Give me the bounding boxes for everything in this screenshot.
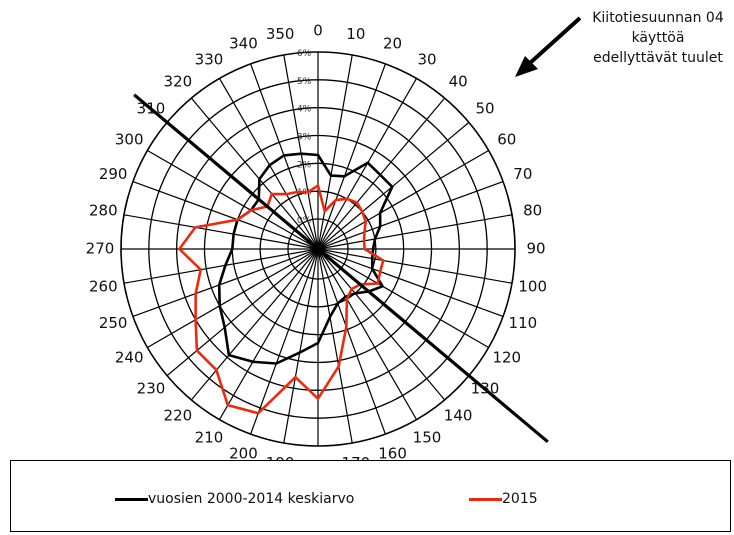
angle-label-30: 30 bbox=[417, 51, 436, 69]
grid-spoke bbox=[317, 248, 446, 401]
grid-spoke bbox=[317, 248, 353, 444]
series-line-2015 bbox=[178, 184, 385, 415]
angle-label-190: 190 bbox=[266, 454, 295, 460]
angle-label-0: 0 bbox=[313, 22, 323, 40]
angle-label-300: 300 bbox=[115, 131, 144, 149]
grid-spoke bbox=[317, 149, 489, 250]
grid-spoke bbox=[218, 78, 319, 250]
runway-line bbox=[133, 93, 549, 444]
angle-label-230: 230 bbox=[137, 380, 166, 398]
grid-spoke bbox=[190, 97, 319, 250]
runway-line-group bbox=[133, 93, 549, 444]
angle-labels: 0102030405060708090100110120130140150160… bbox=[86, 22, 547, 461]
angle-label-50: 50 bbox=[475, 99, 494, 117]
angle-label-320: 320 bbox=[164, 73, 193, 91]
grid-spoke bbox=[317, 248, 504, 317]
grid-spoke bbox=[147, 248, 319, 349]
grid-spoke bbox=[317, 54, 353, 250]
wind-direction-arrow bbox=[515, 16, 582, 77]
angle-label-20: 20 bbox=[383, 35, 402, 53]
angle-label-140: 140 bbox=[444, 406, 473, 424]
angle-label-180: 180 bbox=[304, 458, 333, 461]
grid-spoke bbox=[218, 248, 319, 420]
angle-label-100: 100 bbox=[518, 277, 547, 295]
grid-spoke bbox=[317, 214, 513, 250]
grid-spoke bbox=[283, 54, 319, 250]
angle-label-210: 210 bbox=[195, 428, 224, 446]
grid-spoke bbox=[317, 63, 386, 250]
legend: vuosien 2000-2014 keskiarvo 2015 bbox=[10, 460, 731, 532]
grid-spoke bbox=[250, 248, 319, 435]
angle-label-170: 170 bbox=[342, 454, 371, 460]
angle-label-350: 350 bbox=[266, 25, 295, 43]
legend-item-2015: 2015 bbox=[469, 491, 538, 507]
wind-rose-chart: 0%1%2%3%4%5%6% 0 102030405060708090100110… bbox=[86, 16, 582, 461]
angle-label-120: 120 bbox=[492, 349, 521, 367]
angle-label-250: 250 bbox=[99, 314, 128, 332]
radial-tick-label: 2% bbox=[297, 160, 312, 170]
radial-tick-label: 4% bbox=[297, 105, 312, 115]
grid-spoke bbox=[283, 248, 319, 444]
angle-label-90: 90 bbox=[526, 240, 545, 258]
grid-spoke bbox=[317, 121, 470, 250]
legend-swatch-2015 bbox=[469, 497, 502, 501]
angle-label-70: 70 bbox=[513, 165, 532, 183]
runway-annotation: Kiitotiesuunnan 04 käyttöä edellyttävät … bbox=[592, 10, 724, 66]
angle-label-200: 200 bbox=[229, 444, 258, 460]
grid-spoke bbox=[123, 214, 319, 250]
angle-label-260: 260 bbox=[89, 277, 118, 295]
grid-spoke bbox=[123, 248, 319, 284]
radial-tick-label: 3% bbox=[297, 133, 312, 143]
angle-label-340: 340 bbox=[229, 35, 258, 53]
angle-label-220: 220 bbox=[164, 406, 193, 424]
angle-label-40: 40 bbox=[449, 73, 468, 91]
grid-spoke bbox=[132, 248, 319, 317]
angle-label-270: 270 bbox=[86, 240, 115, 258]
grid-spoke bbox=[190, 248, 319, 401]
grid-spoke bbox=[166, 248, 319, 377]
angle-label-330: 330 bbox=[195, 51, 224, 69]
arrow-shaft bbox=[528, 16, 582, 65]
grid-spoke bbox=[317, 181, 504, 250]
radial-tick-label: 5% bbox=[297, 77, 312, 87]
grid-spoke bbox=[317, 248, 513, 284]
legend-label-average: vuosien 2000-2014 keskiarvo bbox=[148, 491, 355, 507]
angle-label-80: 80 bbox=[523, 202, 542, 220]
angle-label-10: 10 bbox=[346, 25, 365, 43]
legend-swatch-average bbox=[115, 497, 148, 501]
legend-item-average: vuosien 2000-2014 keskiarvo bbox=[115, 491, 354, 507]
radial-tick-label: 6% bbox=[297, 49, 312, 59]
grid-spoke bbox=[147, 149, 319, 250]
grid-spoke bbox=[317, 248, 489, 349]
arrow-head bbox=[515, 56, 538, 77]
radial-tick-label: 0% bbox=[297, 216, 312, 226]
legend-label-2015: 2015 bbox=[502, 491, 538, 507]
angle-label-160: 160 bbox=[378, 444, 407, 460]
angle-label-280: 280 bbox=[89, 202, 118, 220]
angle-label-60: 60 bbox=[497, 131, 516, 149]
series-group bbox=[178, 152, 394, 415]
grid-spoke bbox=[317, 248, 418, 420]
angle-label-150: 150 bbox=[413, 428, 442, 446]
grid-spoke bbox=[132, 181, 319, 250]
angle-label-240: 240 bbox=[115, 349, 144, 367]
angle-label-110: 110 bbox=[509, 314, 538, 332]
angle-label-290: 290 bbox=[99, 165, 128, 183]
grid-spoke bbox=[317, 97, 446, 250]
grid-spoke bbox=[317, 248, 386, 435]
